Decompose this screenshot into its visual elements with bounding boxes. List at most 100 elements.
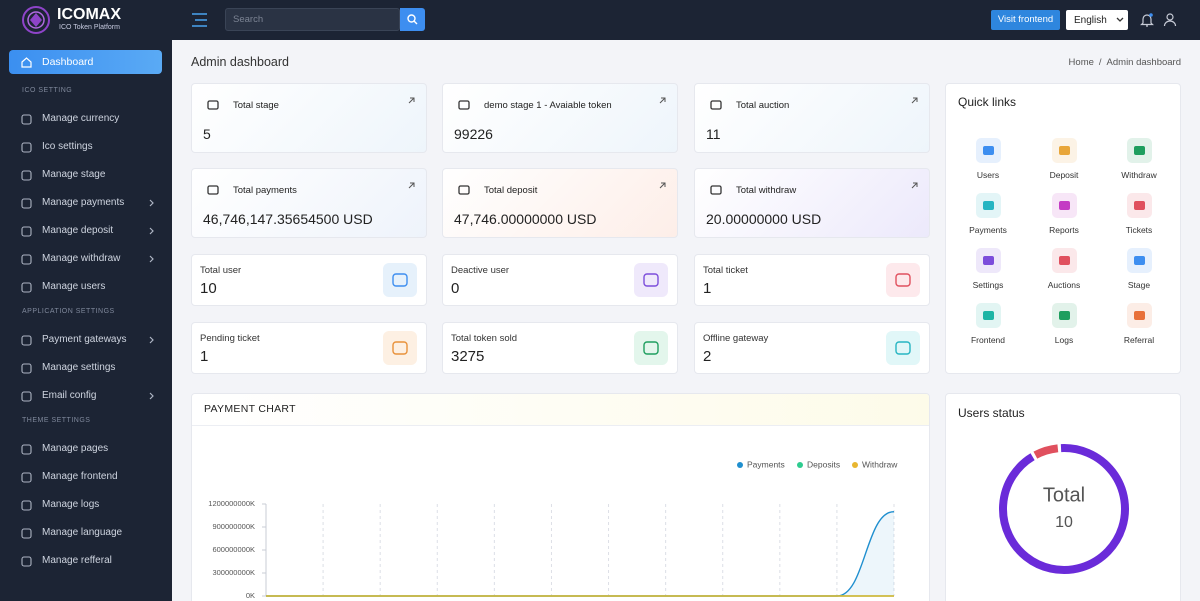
count-icon-bg [886,263,920,297]
breadcrumb-item[interactable]: Home [1068,57,1094,68]
quick-link[interactable]: Withdraw [1109,138,1169,182]
stat-link-arrow [659,97,666,104]
quick-link[interactable]: Referral [1109,303,1169,347]
icon [207,185,219,195]
icon [21,226,32,237]
menu-item[interactable]: Manage currency [9,109,162,129]
quick-link[interactable]: Reports [1034,193,1094,237]
search-box[interactable]: Search [225,8,400,31]
quick-link[interactable]: Payments [958,193,1018,237]
menu-icon [21,363,32,374]
quick-link[interactable]: Frontend [958,303,1018,347]
icon [886,331,920,365]
count-value: 0 [451,280,460,297]
icon [21,282,32,293]
chart: 0K 300000000K 600000000K 900000000K 12000000… [208,459,898,600]
menu-section-heading: THEME SETTINGS [22,417,91,424]
stat-card: Total payments 46,746,147.35654500 USD [191,168,427,238]
stat-icon [458,100,470,110]
icon [1052,193,1077,218]
quick-links-card: Quick links Users Deposit Withdraw Payments R… [945,83,1181,374]
quick-link[interactable]: Tickets [1109,193,1169,237]
menu-item[interactable]: Ico settings [9,137,162,157]
count-icon [392,273,408,287]
submenu-chevron [149,255,154,263]
icon [21,114,32,125]
quick-link-label: Deposit [1049,170,1079,180]
quick-link[interactable]: Auctions [1034,248,1094,292]
menu-icon [21,114,32,125]
quick-link-icon [983,201,994,210]
count-value: 1 [200,348,209,365]
menu-label: Manage withdraw [42,253,121,264]
stat-icon [207,100,219,110]
search-button[interactable] [400,8,425,31]
menu-item[interactable]: Manage deposit [9,221,162,241]
menu-item[interactable]: Manage language [9,523,162,543]
menu-label: Manage refferal [42,555,112,566]
series-area [266,511,894,596]
quick-link[interactable]: Stage [1109,248,1169,292]
language-select[interactable]: English [1066,10,1128,30]
menu-label: Ico settings [42,141,93,152]
y-tick-label: 1200000000K [208,499,255,508]
language-label: English [1074,15,1107,26]
menu-item[interactable]: Manage frontend [9,467,162,487]
donut-center-value: 10 [1055,514,1073,531]
stat-card: Total deposit 47,746.00000000 USD [442,168,678,238]
visit-frontend-button[interactable]: Visit frontend [991,10,1060,30]
logo [22,6,50,34]
menu-item[interactable]: Manage pages [9,439,162,459]
count-icon-bg [383,331,417,365]
stat-link-arrow [659,182,666,189]
legend-marker [797,462,803,468]
menu-item[interactable]: Manage refferal [9,551,162,571]
quick-link-icon [1059,256,1070,265]
icon [659,97,666,104]
count-icon [392,341,408,355]
icon [21,500,32,511]
count-value: 1 [703,280,712,297]
quick-link[interactable]: Users [958,138,1018,182]
icon [408,182,415,189]
count-label: Deactive user [451,265,510,276]
menu-item[interactable]: Manage withdraw [9,249,162,269]
stat-value: 46,746,147.35654500 USD [203,211,373,227]
user-menu[interactable] [1163,12,1177,28]
menu-item[interactable]: Manage settings [9,358,162,378]
menu-item[interactable]: Manage stage [9,165,162,185]
search-placeholder: Search [233,14,264,25]
icon [1052,138,1077,163]
quick-link[interactable]: Settings [958,248,1018,292]
brand-name: ICOMAX [57,6,121,23]
count-card: Pending ticket 1 [191,322,427,374]
donut-segment [999,444,1129,574]
count-label: Total user [200,265,242,276]
quick-link-icon [1059,201,1070,210]
icon [149,199,154,207]
menu-label: Manage pages [42,443,109,454]
menu-item[interactable]: Manage payments [9,193,162,213]
breadcrumb-item: Admin dashboard [1106,57,1181,68]
active-menu-item[interactable]: Dashboard [9,50,162,74]
count-card: Deactive user 0 [442,254,678,306]
quick-link[interactable]: Deposit [1034,138,1094,182]
chart-title: PAYMENT CHART [204,403,296,415]
count-value: 2 [703,348,712,365]
stat-label: Total deposit [484,185,538,196]
quick-link-label: Users [976,170,1000,180]
menu-toggle[interactable] [191,13,209,27]
menu-item[interactable]: Manage users [9,277,162,297]
menu-item[interactable]: Manage logs [9,495,162,515]
stat-label: Total auction [736,100,790,111]
notification-bell[interactable] [1140,12,1154,28]
stat-label: Total withdraw [736,185,797,196]
quick-link-icon [983,256,994,265]
quick-link[interactable]: Logs [1034,303,1094,347]
menu-item[interactable]: Payment gateways [9,330,162,350]
icon [458,185,470,195]
donut-center-label: Total [1043,484,1085,506]
menu-item[interactable]: Email config [9,386,162,406]
quick-link-label: Withdraw [1121,170,1157,180]
count-icon-bg [383,263,417,297]
